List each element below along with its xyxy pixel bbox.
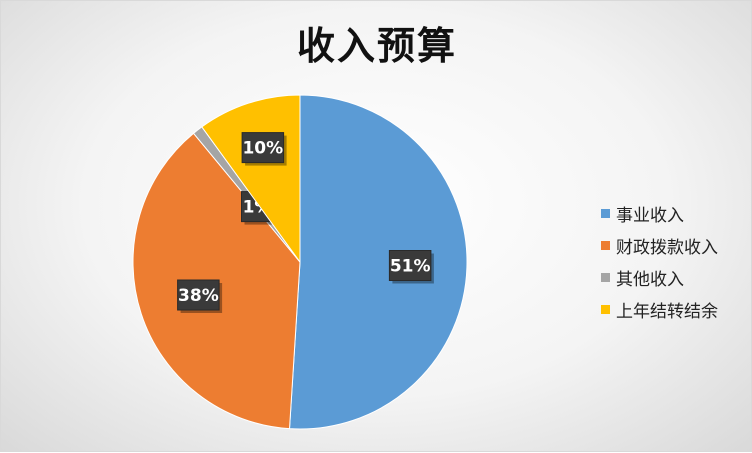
legend-item: 财政拨款收入 (601, 229, 718, 261)
legend-swatch (601, 240, 610, 250)
legend-label: 事业收入 (616, 205, 684, 226)
chart-title: 收入预算 (296, 24, 457, 68)
legend-item: 事业收入 (601, 197, 718, 229)
data-label-3: 10% (241, 132, 287, 166)
legend-swatch (601, 272, 610, 282)
data-label-1: 38% (177, 279, 223, 313)
legend-item: 上年结转结余 (601, 293, 718, 325)
data-label-0: 51% (388, 250, 434, 284)
pie-slice-0 (288, 94, 468, 430)
data-label-text: 38% (178, 286, 219, 306)
legend-item: 其他收入 (601, 261, 718, 293)
legend-label: 财政拨款收入 (616, 237, 718, 258)
legend: 事业收入 财政拨款收入 其他收入 上年结转结余 (601, 197, 718, 325)
legend-label: 其他收入 (616, 269, 684, 290)
data-label-text: 51% (390, 257, 431, 277)
legend-label: 上年结转结余 (616, 301, 718, 322)
legend-swatch (601, 304, 610, 314)
legend-swatch (601, 208, 610, 218)
data-label-text: 10% (242, 139, 283, 159)
